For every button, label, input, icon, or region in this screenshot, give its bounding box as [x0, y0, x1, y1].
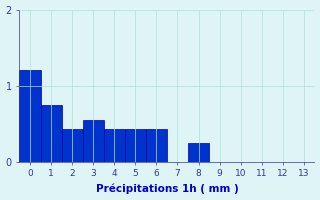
Bar — [61, 129, 83, 162]
Bar — [83, 120, 104, 162]
Bar — [20, 70, 41, 162]
Bar — [104, 129, 125, 162]
Bar — [188, 143, 209, 162]
Bar — [125, 129, 146, 162]
Bar — [41, 105, 61, 162]
X-axis label: Précipitations 1h ( mm ): Précipitations 1h ( mm ) — [96, 184, 238, 194]
Bar — [146, 129, 167, 162]
